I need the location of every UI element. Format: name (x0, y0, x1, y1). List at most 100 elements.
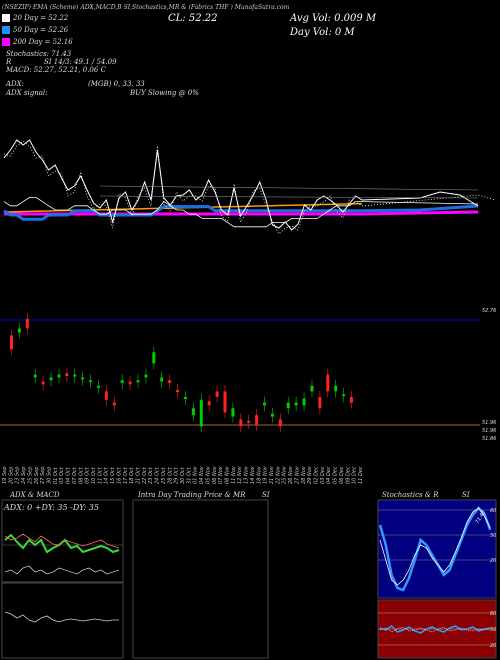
si-text: SI 14/3: 49.1 / 54.09 (44, 58, 117, 66)
candle-body (318, 397, 322, 409)
candle-body (270, 413, 274, 417)
date-tick-label: 16 Oct (116, 466, 122, 484)
date-tick-label: 03 Dec (320, 466, 326, 484)
candle-body (183, 397, 187, 399)
candle-body (350, 397, 353, 403)
candle-body (247, 420, 251, 423)
date-tick-label: 06 Nov (212, 465, 218, 484)
si-y-tick: 80 (490, 611, 496, 617)
intraday-si-title: SI (262, 491, 270, 499)
candle-y-tick: 51.86 (482, 436, 496, 442)
stoch-y-tick: 50 (490, 533, 496, 539)
date-tick-label: 23 Oct (148, 466, 154, 484)
candle-body (57, 374, 61, 378)
candle-body (25, 318, 29, 329)
adx-mid-text: (MGB) 0, 33, 33 (88, 80, 145, 88)
adx-stats: ADX: 0 +DY: 35 -DY: 35 (4, 503, 99, 512)
date-tick-label: 11 Dec (358, 466, 364, 484)
date-tick-label: 12 Nov (237, 465, 243, 484)
candle-body (81, 377, 85, 380)
stochastics-si-title: SI (462, 491, 470, 499)
date-tick-label: 21 Oct (136, 466, 142, 484)
day-volume-label: Day Vol: 0 M (290, 27, 355, 38)
ema200-line-ext (361, 210, 479, 216)
candle-body (168, 380, 172, 383)
legend-ema20: 20 Day = 52.22 (2, 14, 68, 22)
date-tick-label: 17 Oct (123, 466, 129, 484)
date-tick-label: 04 Oct (66, 466, 72, 484)
candle-y-tick: 51.96 (482, 420, 496, 426)
date-tick-label: 15 Oct (110, 466, 116, 484)
avg-volume-label: Avg Vol: 0.009 M (290, 13, 377, 24)
date-tick-label: 22 Oct (142, 466, 148, 484)
candle-body (223, 391, 227, 413)
date-tick-label: 08 Nov (225, 465, 231, 484)
ema50-label: 50 Day = 52.26 (13, 26, 69, 34)
date-tick-label: 05 Nov (205, 465, 211, 484)
date-tick-label: 29 Oct (174, 466, 180, 484)
grey-band-2 (99, 195, 479, 199)
candle-body (342, 394, 346, 397)
candle-body (73, 374, 77, 377)
chart-header-line: (NSEZIP) EMA (Scheme) ADX,MACD,B SI,Stoc… (2, 4, 290, 11)
candle-body (17, 328, 21, 333)
candle-body (176, 390, 180, 392)
ema200-label: 200 Day = 52.16 (13, 38, 73, 46)
date-tick-label: 29 Nov (307, 465, 313, 484)
candle-body (239, 419, 243, 427)
adx-white-line (4, 565, 120, 575)
candle-body (112, 402, 116, 406)
ema20-line (3, 196, 479, 228)
date-tick-label: 02 Dec (314, 466, 320, 484)
intraday-title: Intra Day Trading Price & MR (138, 491, 246, 499)
candle-body (144, 374, 148, 378)
si-white-line (379, 626, 491, 633)
stochastics-title: Stochastics & R (382, 491, 439, 499)
date-tick-label: 25 Oct (161, 466, 167, 484)
date-tick-label: 30 Sep (47, 467, 53, 484)
date-tick-label: 10 Dec (352, 466, 358, 484)
date-tick-label: 18 Nov (256, 465, 262, 484)
date-tick-label: 10 Oct (91, 466, 97, 484)
candle-body (215, 391, 219, 397)
candle-body (49, 377, 53, 381)
date-tick-label: 26 Sep (34, 467, 40, 484)
date-tick-label: 26 Nov (288, 465, 294, 484)
date-tick-label: 01 Oct (53, 466, 59, 484)
candle-body (278, 419, 282, 427)
candle-body (326, 374, 330, 392)
date-tick-label: 04 Dec (326, 466, 332, 484)
adx-text: ADX: (6, 80, 25, 88)
date-tick-label: 21 Nov (269, 465, 275, 484)
date-tick-label: 27 Sep (40, 467, 46, 484)
stochastics-text: Stochastics: 71.43 (6, 50, 72, 58)
adx-red-line (4, 533, 120, 549)
candle-body (33, 374, 37, 378)
candle-body (128, 381, 132, 385)
date-tick-label: 11 Oct (97, 466, 103, 484)
stoch-d-line (379, 507, 491, 586)
date-tick-label: 24 Oct (155, 466, 161, 484)
candle-body (286, 402, 290, 409)
date-tick-label: 19 Nov (263, 465, 269, 484)
candle-body (10, 335, 13, 350)
si-y-tick: 20 (490, 643, 496, 649)
date-tick-label: 13 Nov (244, 465, 250, 484)
grey-band-1 (99, 185, 479, 191)
si-blue-line (379, 625, 491, 634)
date-tick-label: 28 Nov (301, 465, 307, 484)
intraday-panel (132, 499, 269, 659)
stoch-k-line (378, 506, 492, 592)
legend-ema50: 50 Day = 52.26 (2, 26, 68, 34)
candle-body (89, 380, 93, 383)
date-tick-label: 31 Oct (186, 466, 192, 484)
legend-ema200: 200 Day = 52.16 (2, 38, 73, 46)
date-tick-label: 19 Sep (2, 467, 8, 484)
date-tick-label: 04 Nov (199, 465, 205, 484)
ema50-line (3, 204, 479, 221)
candle-body (41, 381, 45, 385)
dotted-price-line (3, 140, 496, 235)
date-tick-label: 05 Dec (333, 466, 339, 484)
date-tick-label: 09 Oct (85, 466, 91, 484)
